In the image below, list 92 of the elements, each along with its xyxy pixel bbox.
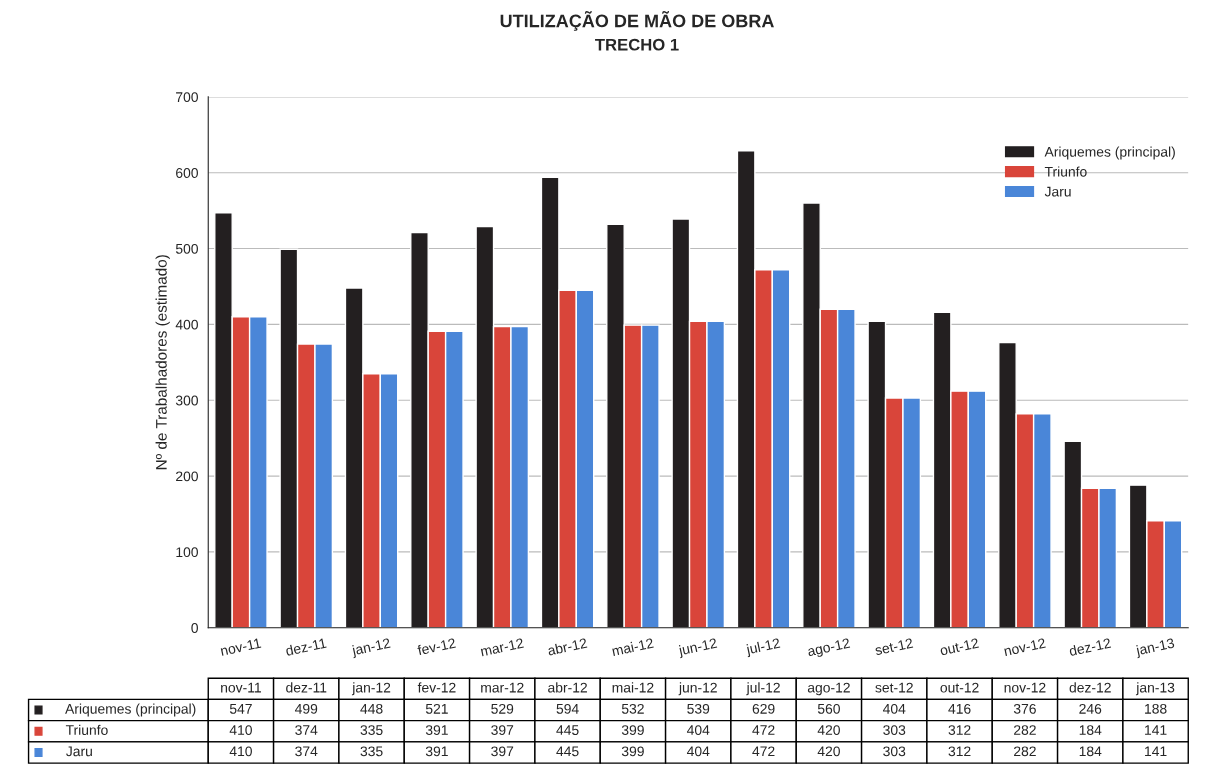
legend-label: Jaru [1044, 186, 1071, 197]
data-label: 335 [360, 746, 383, 757]
data-label: 445 [556, 725, 579, 735]
data-label: 303 [883, 746, 906, 757]
data-label: 399 [621, 746, 644, 757]
x-tick-label: dez-11 [285, 637, 327, 656]
data-label: 303 [883, 725, 906, 735]
data-label: 472 [752, 725, 775, 735]
data-label: 404 [686, 725, 710, 735]
x-tick-label: fev-12 [416, 637, 456, 656]
data-label: 410 [229, 746, 252, 757]
data-label: 282 [1014, 746, 1036, 757]
data-label: 312 [948, 725, 971, 735]
category-label: mar-12 [481, 682, 524, 693]
data-label: 141 [1145, 725, 1167, 735]
y-tick-label: 400 [175, 319, 198, 330]
category-label: ago-12 [807, 682, 850, 696]
x-tick-label: jan-12 [351, 637, 392, 659]
x-tick-label: ago-12 [807, 637, 851, 659]
y-tick-label: 0 [191, 623, 198, 633]
category-label: jul-12 [746, 682, 780, 696]
category-label: jun-12 [678, 682, 717, 696]
chart-subtitle: TRECHO 1 [595, 38, 679, 51]
data-label: 448 [360, 703, 383, 714]
data-label: 391 [425, 725, 448, 735]
data-label: 539 [687, 703, 710, 714]
data-label: 594 [556, 703, 579, 714]
data-label: 335 [360, 725, 383, 735]
data-label: 560 [817, 703, 840, 714]
x-tick-label: set-12 [874, 637, 914, 656]
y-tick-label: 600 [176, 168, 198, 178]
category-label: set-12 [875, 682, 913, 693]
x-tick-label: mai-12 [611, 637, 654, 657]
x-tick-label: jul-12 [745, 637, 781, 658]
data-label: 312 [948, 746, 971, 757]
data-label: 404 [882, 703, 906, 714]
category-label: nov-11 [221, 682, 261, 693]
data-label: 184 [1079, 746, 1102, 757]
text: Jaru [66, 746, 92, 757]
chart-title: UTILIZAÇÃO DE MÃO DE OBRA [500, 11, 774, 31]
data-label: 391 [425, 746, 448, 757]
data-label: 397 [491, 725, 514, 735]
legend-label: Ariquemes (principal) [1044, 146, 1175, 160]
category-label: jan-12 [351, 682, 391, 696]
category-label: out-12 [940, 682, 979, 693]
data-label: 410 [229, 725, 252, 735]
category-label: dez-12 [1069, 682, 1111, 693]
x-tick-label: dez-12 [1068, 637, 1112, 657]
data-label: 629 [752, 703, 775, 714]
x-tick-label: nov-12 [1003, 637, 1046, 657]
x-tick-label: abr-12 [547, 637, 588, 656]
data-label: 499 [294, 703, 318, 714]
y-axis-title: Nº de Trabalhadores (estimado) [155, 255, 170, 470]
data-label: 282 [1014, 725, 1036, 735]
x-tick-label: jan-13 [1135, 637, 1176, 659]
category-label: mai-12 [612, 682, 654, 693]
data-label: 141 [1145, 746, 1167, 757]
data-label: 529 [491, 703, 514, 714]
data-label: 399 [621, 725, 644, 735]
data-label: 376 [1013, 703, 1036, 714]
x-tick-label: jun-12 [677, 637, 718, 659]
data-label: 404 [686, 746, 710, 757]
category-label: jan-13 [1135, 682, 1175, 696]
legend-label: Triunfo [1044, 166, 1087, 177]
text: Ariquemes (principal) [65, 703, 196, 717]
x-tick-label: mar-12 [480, 637, 524, 657]
data-label: 532 [621, 703, 644, 714]
data-label: 420 [817, 746, 840, 757]
text: Triunfo [65, 724, 108, 735]
y-tick-label: 700 [176, 92, 198, 103]
data-label: 472 [752, 746, 775, 757]
data-label: 521 [425, 703, 448, 714]
data-label: 246 [1079, 703, 1102, 714]
y-tick-label: 500 [175, 243, 198, 254]
category-label: dez-11 [286, 682, 327, 693]
data-label: 188 [1145, 703, 1167, 714]
data-label: 374 [295, 725, 318, 735]
category-label: fev-12 [417, 682, 456, 693]
data-label: 416 [948, 703, 971, 714]
y-tick-label: 100 [176, 547, 198, 558]
data-label: 420 [817, 725, 840, 735]
category-label: nov-12 [1004, 682, 1046, 693]
data-label: 184 [1079, 725, 1102, 735]
category-label: abr-12 [548, 682, 587, 693]
x-tick-label: nov-11 [220, 638, 262, 656]
data-label: 547 [229, 704, 252, 714]
y-tick-label: 300 [175, 395, 198, 406]
y-tick-label: 200 [176, 471, 198, 482]
x-tick-label: out-12 [939, 637, 979, 656]
data-label: 397 [491, 746, 514, 757]
data-label: 445 [556, 746, 579, 757]
data-label: 374 [295, 746, 318, 757]
